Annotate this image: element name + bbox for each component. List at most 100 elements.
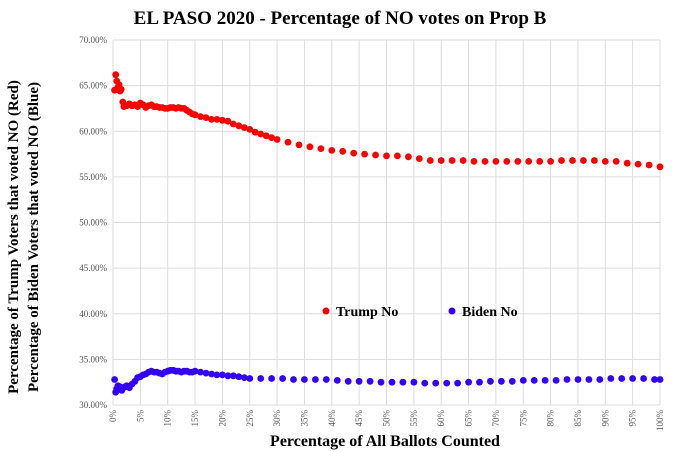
data-point [487,377,494,385]
x-tick-label: 50% [382,410,392,427]
data-point [240,124,248,131]
series-biden-no [111,366,664,396]
data-point [465,378,472,386]
data-point [580,157,587,164]
data-point [257,130,265,138]
data-point [651,376,658,383]
data-point [240,374,248,381]
x-tick-label: 95% [628,410,638,427]
x-tick-label: 0% [108,410,118,423]
data-point [366,377,374,385]
data-point [290,376,297,383]
y-tick-label: 35.00% [79,354,107,364]
data-point [246,375,254,382]
data-point [399,378,407,386]
data-point [640,375,647,382]
y-tick-label: 55.00% [79,172,107,182]
data-point [498,377,505,385]
chart-title: EL PASO 2020 - Percentage of NO votes on… [134,8,547,29]
data-point [536,158,544,165]
data-point [224,117,232,125]
data-point [503,158,511,165]
data-point [596,376,604,383]
series-trump-no [111,71,664,171]
x-tick-label: 55% [409,410,419,427]
x-tick-label: 25% [245,410,255,427]
data-point [257,375,265,382]
data-point [618,375,626,382]
data-point [645,161,653,169]
data-point [415,155,423,163]
data-point [191,111,199,119]
data-point [656,163,664,171]
data-point [591,157,598,164]
data-point [514,158,522,165]
data-point [574,376,582,383]
data-point [623,159,631,167]
data-point [213,116,221,123]
x-tick-label: 75% [518,410,528,427]
data-point [213,371,221,379]
y-axis-title-line-1: Percentage of Trump Voters that voted NO… [6,80,22,394]
data-point [339,147,347,155]
x-tick-label: 90% [600,410,610,427]
data-point [525,158,533,165]
data-point [454,379,461,387]
legend-marker-trump [322,307,330,315]
data-point [202,114,210,121]
data-point [612,158,620,165]
data-point [383,152,390,160]
data-point [219,116,226,124]
data-point [322,376,330,383]
data-point [421,379,429,387]
data-point [197,368,204,376]
x-tick-label: 60% [436,410,446,427]
y-tick-label: 70.00% [79,35,107,45]
data-point [301,376,308,383]
data-point [361,150,368,158]
data-point [235,373,243,381]
data-point [448,157,456,164]
y-axis-ticks: 30.00% 35.00% 40.00% 45.00% 50.00% 55.00% 60.0… [79,35,107,410]
legend: Trump No Biden No [322,305,518,320]
data-point [492,158,500,165]
data-point [629,375,636,382]
grid [112,39,661,406]
y-tick-label: 45.00% [79,263,107,273]
x-axis-ticks: 0% 5% 10% 15% 20% 25% 30% 35% 40% 45% 50% 55% 60% 65%… [108,410,665,432]
data-point [208,116,215,123]
x-tick-label: 20% [217,410,227,427]
x-tick-label: 85% [573,410,583,427]
data-point [541,377,549,384]
y-tick-label: 65.00% [79,81,107,91]
x-tick-label: 10% [163,410,173,427]
data-point [607,375,615,382]
data-point [459,157,467,164]
data-point [585,376,593,383]
x-axis-title: Percentage of All Ballots Counted [270,433,500,450]
data-point [569,157,576,164]
data-point [317,145,325,153]
data-point [268,134,275,142]
data-point [328,147,336,154]
legend-item-trump: Trump No [322,305,398,320]
legend-label-biden: Biden No [462,305,518,320]
data-point [634,160,642,168]
data-point [426,157,434,164]
data-point [306,143,314,151]
x-tick-label: 35% [299,410,309,427]
data-point [476,378,483,386]
data-point [262,132,270,140]
data-point [508,377,516,385]
data-point [388,378,396,386]
data-point [552,377,560,384]
x-tick-label: 30% [272,410,282,427]
x-tick-label: 40% [327,410,337,427]
data-point [547,158,554,165]
data-point [202,369,210,377]
data-point [470,158,478,165]
y-axis-title-line-2: Percentage of Biden Voters that voted NO… [26,82,42,392]
data-point [394,152,401,160]
